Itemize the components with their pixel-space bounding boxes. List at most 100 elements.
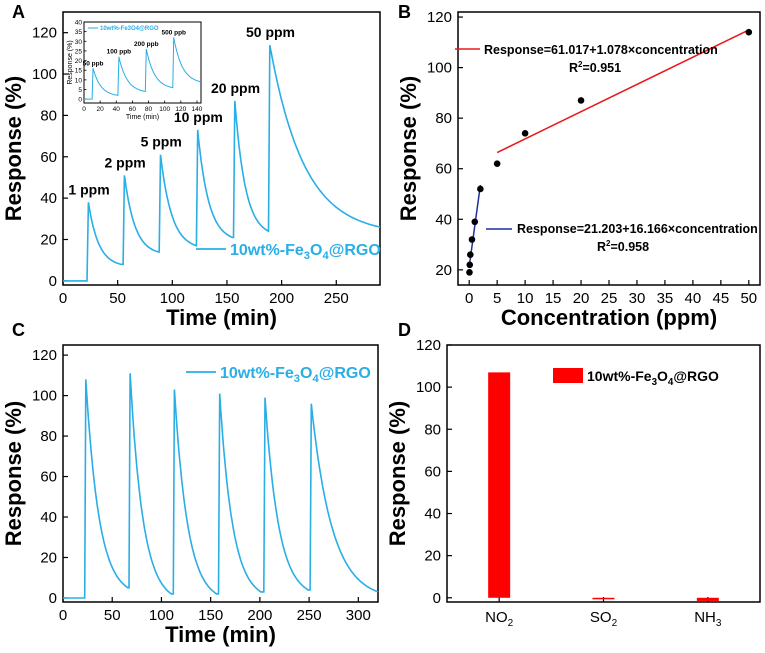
x-tick-label: 15: [545, 290, 562, 307]
x-axis-label: Time (min): [166, 305, 277, 330]
panel-letter: D: [398, 320, 411, 340]
concentration-label: 10 ppm: [174, 109, 223, 125]
x-tick-label: 10: [517, 290, 534, 307]
panel-letter: B: [398, 2, 411, 22]
inset-y-tick-label: 5: [78, 87, 82, 94]
y-tick-label: 60: [40, 149, 57, 166]
inset-x-tick-label: 0: [82, 106, 86, 113]
concentration-label: 50 ppm: [246, 24, 295, 40]
fit-line: [496, 29, 750, 154]
x-tick-label: 100: [149, 607, 174, 624]
y-tick-label: 40: [40, 190, 57, 207]
x-tick-label: 250: [297, 607, 322, 624]
bar: [696, 597, 719, 601]
x-tick-label: 150: [198, 607, 223, 624]
y-tick-label: 100: [32, 66, 57, 83]
data-point: [471, 218, 479, 226]
inset-x-tick-label: 60: [129, 106, 137, 113]
y-tick-label: 80: [40, 428, 57, 445]
fit-equation: Response=21.203+16.166×concentration: [517, 222, 758, 236]
inset-y-axis-label: Response (%): [67, 40, 74, 84]
legend-swatch: [553, 368, 583, 383]
category-label: SO2: [590, 609, 618, 629]
response-curve: [63, 373, 379, 599]
inset-x-tick-label: 100: [159, 106, 170, 113]
y-tick-label: 0: [433, 590, 441, 607]
y-tick-label: 60: [435, 161, 452, 178]
x-tick-label: 30: [629, 290, 646, 307]
concentration-label: 5 ppm: [141, 134, 182, 150]
y-tick-label: 80: [424, 421, 441, 438]
y-tick-label: 120: [32, 25, 57, 42]
x-tick-label: 0: [465, 290, 473, 307]
y-tick-label: 0: [49, 590, 57, 607]
data-point: [577, 97, 585, 104]
y-axis-label: Response (%): [1, 76, 26, 221]
y-tick-label: 20: [424, 548, 441, 565]
x-tick-label: 300: [346, 607, 371, 624]
panel-b: 20 40 60 80 100 120 0 5 10 15 20 25 30 35 40 45 50 Respon…: [396, 9, 761, 330]
x-tick-label: 150: [214, 290, 239, 307]
y-axis-label: Response (%): [385, 401, 410, 546]
category-label: NH3: [694, 609, 722, 629]
data-point: [477, 185, 484, 193]
x-tick-label: 35: [657, 290, 674, 307]
inset-y-tick-label: 0: [78, 97, 82, 104]
x-axis-label: Time (min): [165, 622, 276, 647]
data-point: [745, 28, 753, 36]
y-tick-label: 120: [427, 9, 452, 26]
inset-x-tick-label: 20: [97, 106, 105, 113]
inset-x-axis-label: Time (min): [126, 114, 159, 121]
y-tick-label: 60: [40, 469, 57, 486]
bar: [592, 597, 615, 600]
inset-y-tick-label: 15: [75, 68, 83, 75]
data-point: [466, 261, 474, 269]
plot-frame: [62, 344, 379, 603]
panel-a: 0 20 40 60 80 100 120 0 50 100 150 200 250 Response (…: [1, 11, 381, 330]
y-tick-label: 100: [416, 379, 441, 396]
x-tick-label: 50: [104, 607, 121, 624]
x-tick-label: 200: [269, 290, 294, 307]
data-point: [466, 269, 473, 276]
y-tick-label: 40: [435, 211, 452, 228]
x-tick-label: 5: [493, 290, 501, 307]
inset-y-tick-label: 25: [75, 48, 83, 55]
legend-label: 10wt%-Fe3O4@RGO: [230, 242, 381, 262]
y-axis-label: Response (%): [1, 401, 26, 546]
x-tick-label: 45: [713, 290, 730, 307]
inset-y-tick-label: 40: [75, 20, 83, 27]
inset-concentration-label: 100 ppb: [107, 49, 132, 56]
legend-label: 10wt%-Fe3O4@RGO: [220, 365, 371, 385]
inset-chart: 0 5 10 15 20 25 30 35 40 0 20 40 60 80 100 120 140 50 ppb…: [67, 20, 203, 122]
y-tick-label: 80: [435, 110, 452, 127]
bar: [488, 372, 511, 598]
inset-legend-label: 10wt%-Fe3O4@RGO: [100, 26, 159, 32]
response-curve: [63, 44, 381, 282]
y-tick-label: 40: [424, 506, 441, 523]
panel-d: 0 20 40 60 80 100 120 Response (%) NO2 SO2 NH3 10wt…: [385, 337, 761, 629]
concentration-label: 1 ppm: [68, 181, 109, 197]
inset-x-tick-label: 140: [192, 106, 203, 113]
x-tick-label: 250: [324, 290, 349, 307]
data-point: [467, 251, 474, 258]
x-tick-label: 20: [573, 290, 590, 307]
y-tick-label: 60: [424, 463, 441, 480]
y-tick-label: 100: [427, 60, 452, 77]
x-axis-label: Concentration (ppm): [501, 305, 717, 330]
x-tick-label: 40: [685, 290, 702, 307]
concentration-label: 20 ppm: [211, 80, 260, 96]
panel-letter: C: [12, 320, 25, 340]
panel-c: 0 20 40 60 80 100 120 0 50 100 150 200 250 300 Respons…: [1, 344, 379, 647]
fit-r-squared: R2=0.951: [569, 60, 621, 75]
inset-x-tick-label: 120: [175, 106, 186, 113]
fit-equation: Response=61.017+1.078×concentration: [484, 43, 718, 57]
data-point: [493, 160, 501, 167]
inset-x-tick-label: 80: [145, 106, 153, 113]
y-tick-label: 100: [32, 388, 57, 405]
inset-response-curve: [84, 37, 202, 100]
x-tick-label: 50: [109, 290, 126, 307]
inset-concentration-label: 500 ppb: [161, 29, 186, 36]
inset-y-tick-label: 10: [75, 77, 83, 84]
y-tick-label: 20: [435, 262, 452, 279]
